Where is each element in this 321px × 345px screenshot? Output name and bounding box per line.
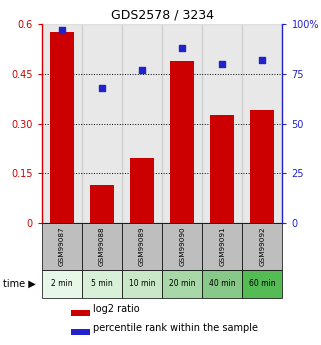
Text: GSM99087: GSM99087 bbox=[59, 227, 65, 266]
Bar bbox=[250, 110, 274, 223]
Text: GSM99089: GSM99089 bbox=[139, 227, 145, 266]
Point bbox=[260, 57, 265, 63]
Bar bbox=[202, 223, 242, 270]
Bar bbox=[90, 185, 114, 223]
Text: GSM99092: GSM99092 bbox=[259, 227, 265, 266]
Bar bbox=[71, 310, 90, 316]
Bar bbox=[162, 24, 202, 223]
Point bbox=[100, 85, 105, 91]
Bar bbox=[162, 270, 202, 298]
Text: GSM99090: GSM99090 bbox=[179, 227, 185, 266]
Text: 2 min: 2 min bbox=[51, 279, 73, 288]
Bar bbox=[210, 115, 234, 223]
Text: 20 min: 20 min bbox=[169, 279, 195, 288]
Title: GDS2578 / 3234: GDS2578 / 3234 bbox=[111, 9, 213, 22]
Bar bbox=[42, 270, 82, 298]
Bar bbox=[202, 24, 242, 223]
Text: 5 min: 5 min bbox=[91, 279, 113, 288]
Point bbox=[180, 45, 185, 51]
Text: 60 min: 60 min bbox=[249, 279, 276, 288]
Text: 40 min: 40 min bbox=[209, 279, 236, 288]
Text: GSM99091: GSM99091 bbox=[219, 227, 225, 266]
Bar bbox=[50, 32, 74, 223]
Text: time ▶: time ▶ bbox=[3, 279, 35, 289]
Bar bbox=[122, 24, 162, 223]
Bar bbox=[71, 329, 90, 335]
Bar bbox=[42, 24, 82, 223]
Bar bbox=[42, 223, 82, 270]
Text: 10 min: 10 min bbox=[129, 279, 155, 288]
Bar bbox=[82, 270, 122, 298]
Bar bbox=[162, 223, 202, 270]
Bar bbox=[170, 61, 194, 223]
Bar bbox=[202, 270, 242, 298]
Text: log2 ratio: log2 ratio bbox=[93, 304, 140, 314]
Point bbox=[220, 61, 225, 67]
Bar bbox=[130, 158, 154, 223]
Bar bbox=[242, 223, 282, 270]
Bar bbox=[242, 270, 282, 298]
Bar bbox=[242, 24, 282, 223]
Bar bbox=[122, 223, 162, 270]
Bar bbox=[82, 24, 122, 223]
Point bbox=[59, 27, 64, 33]
Point bbox=[140, 67, 145, 73]
Bar bbox=[82, 223, 122, 270]
Text: GSM99088: GSM99088 bbox=[99, 227, 105, 266]
Text: percentile rank within the sample: percentile rank within the sample bbox=[93, 323, 258, 333]
Bar bbox=[122, 270, 162, 298]
